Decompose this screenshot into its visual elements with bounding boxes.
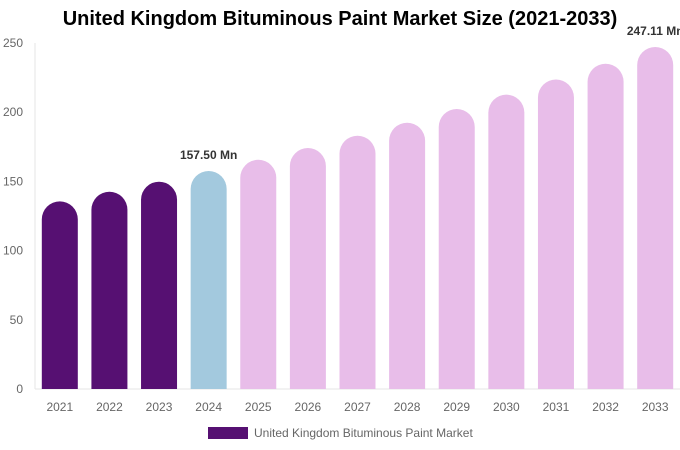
x-tick-label: 2026 bbox=[295, 400, 322, 414]
bar-2026 bbox=[289, 148, 326, 389]
bar-2025 bbox=[240, 159, 277, 389]
x-tick-label: 2033 bbox=[642, 400, 669, 414]
bar-2023 bbox=[141, 181, 178, 389]
legend-swatch bbox=[208, 427, 248, 439]
bar-2022 bbox=[91, 191, 128, 389]
bar-2033 bbox=[637, 46, 674, 390]
data-label: 247.11 Mn bbox=[627, 24, 680, 38]
bar-2031 bbox=[537, 79, 574, 389]
x-tick-label: 2029 bbox=[443, 400, 470, 414]
x-tick-label: 2023 bbox=[146, 400, 173, 414]
bar-2032 bbox=[587, 63, 624, 389]
bar-2029 bbox=[438, 109, 475, 390]
y-tick-label: 250 bbox=[3, 36, 23, 50]
legend-label: United Kingdom Bituminous Paint Market bbox=[254, 426, 473, 440]
bar-2024 bbox=[190, 171, 227, 389]
x-tick-label: 2022 bbox=[96, 400, 123, 414]
bar-2030 bbox=[488, 94, 525, 389]
bar-2027 bbox=[339, 135, 376, 389]
legend[interactable]: United Kingdom Bituminous Paint Market bbox=[208, 426, 473, 440]
x-tick-label: 2021 bbox=[46, 400, 73, 414]
y-tick-label: 150 bbox=[3, 174, 23, 188]
x-tick-label: 2031 bbox=[543, 400, 570, 414]
x-tick-label: 2030 bbox=[493, 400, 520, 414]
x-tick-label: 2024 bbox=[195, 400, 222, 414]
y-tick-label: 200 bbox=[3, 105, 23, 119]
y-tick-label: 0 bbox=[16, 382, 23, 396]
x-tick-label: 2028 bbox=[394, 400, 421, 414]
chart-title: United Kingdom Bituminous Paint Market S… bbox=[62, 8, 618, 30]
bar-2028 bbox=[389, 122, 426, 390]
data-label: 157.50 Mn bbox=[180, 148, 237, 162]
x-tick-label: 2025 bbox=[245, 400, 272, 414]
bar-2021 bbox=[41, 201, 78, 389]
x-tick-label: 2027 bbox=[344, 400, 371, 414]
y-tick-label: 50 bbox=[10, 313, 24, 327]
y-tick-label: 100 bbox=[3, 244, 23, 258]
x-tick-label: 2032 bbox=[592, 400, 619, 414]
